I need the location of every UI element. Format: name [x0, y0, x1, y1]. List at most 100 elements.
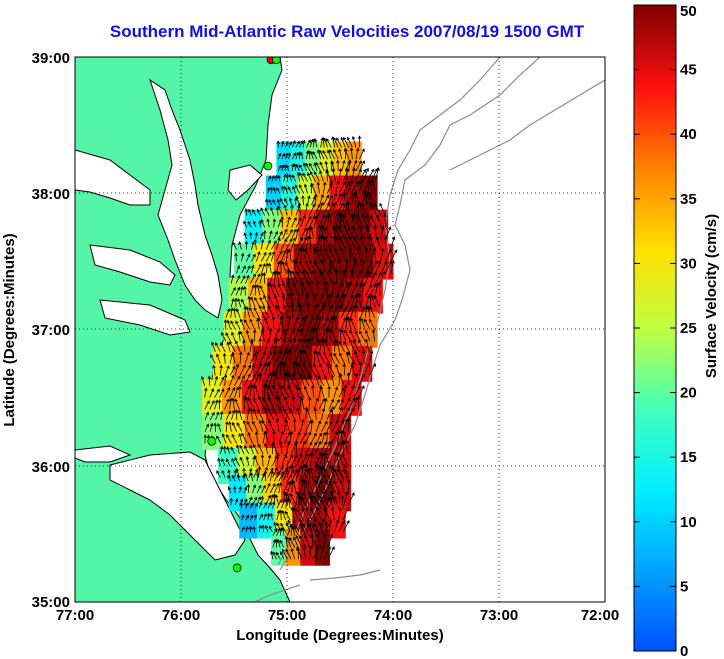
velocity-arrow: [279, 315, 284, 330]
velocity-cell: [338, 311, 359, 348]
velocity-arrow: [305, 419, 312, 432]
velocity-arrow: [353, 372, 359, 386]
velocity-arrow: [274, 174, 278, 182]
velocity-arrow: [307, 316, 315, 330]
velocity-arrow: [355, 282, 363, 296]
velocity-arrow: [313, 397, 319, 410]
velocity-arrow: [323, 351, 330, 364]
velocity-cell: [274, 448, 295, 484]
velocity-arrow: [371, 328, 376, 342]
velocity-arrow: [323, 532, 327, 548]
velocity-arrow: [291, 395, 296, 410]
velocity-arrow: [339, 352, 345, 364]
velocity-arrow: [242, 339, 246, 352]
velocity-arrow: [286, 440, 291, 454]
velocity-arrow: [278, 384, 285, 398]
velocity-arrow: [370, 202, 377, 216]
velocity-arrow: [364, 246, 369, 262]
velocity-arrow: [224, 398, 230, 410]
velocity-arrow: [269, 483, 276, 494]
velocity-arrow: [345, 258, 349, 274]
velocity-arrow: [376, 213, 382, 228]
velocity-arrow: [335, 304, 343, 318]
velocity-arrow: [336, 406, 343, 421]
velocity-arrow: [246, 407, 251, 420]
velocity-arrow: [259, 284, 266, 296]
velocity-arrow: [263, 513, 267, 521]
velocity-arrow: [230, 286, 236, 296]
velocity-arrow: [235, 286, 241, 296]
velocity-arrow: [314, 326, 318, 342]
velocity-arrow: [338, 340, 345, 352]
velocity-arrow: [279, 197, 285, 206]
velocity-arrow: [222, 445, 227, 454]
velocity-arrow: [347, 417, 351, 432]
velocity-arrow: [224, 365, 230, 376]
velocity-arrow: [333, 441, 341, 455]
velocity-arrow: [251, 384, 256, 398]
velocity-arrow: [369, 306, 376, 318]
velocity-arrow: [279, 440, 283, 454]
velocity-arrow: [351, 135, 357, 148]
velocity-arrow: [313, 170, 320, 182]
velocity-arrow: [291, 174, 296, 182]
velocity-arrow: [380, 225, 385, 240]
velocity-arrow: [256, 484, 262, 494]
velocity-arrow: [331, 201, 337, 216]
velocity-arrow: [370, 214, 377, 228]
velocity-arrow: [284, 141, 289, 148]
velocity-arrow: [296, 546, 303, 560]
velocity-arrow: [272, 429, 276, 444]
velocity-arrow: [316, 532, 321, 548]
velocity-arrow: [294, 184, 300, 194]
velocity-arrow: [340, 201, 347, 216]
velocity-arrow: [319, 170, 324, 182]
velocity-arrow: [242, 473, 246, 482]
velocity-arrow: [304, 337, 311, 352]
velocity-arrow: [328, 480, 336, 494]
velocity-arrow: [276, 187, 281, 194]
velocity-arrow: [304, 226, 310, 240]
velocity-arrow: [314, 373, 320, 386]
velocity-cell: [329, 175, 346, 212]
velocity-arrow: [259, 350, 267, 364]
velocity-arrow: [333, 137, 339, 148]
velocity-arrow: [252, 420, 259, 432]
velocity-cell: [298, 475, 317, 512]
velocity-arrow: [313, 407, 318, 420]
velocity-arrow: [249, 363, 255, 376]
velocity-arrow: [261, 419, 269, 432]
velocity-arrow: [267, 361, 272, 376]
velocity-arrow: [342, 191, 347, 206]
velocity-arrow: [252, 329, 257, 342]
velocity-arrow: [244, 318, 251, 330]
velocity-arrow: [306, 408, 312, 421]
velocity-arrow: [228, 421, 232, 432]
velocity-arrow: [276, 198, 281, 206]
velocity-arrow: [323, 194, 329, 206]
velocity-arrow: [249, 318, 255, 330]
velocity-arrow: [328, 518, 332, 533]
velocity-arrow: [262, 305, 270, 318]
velocity-arrow: [297, 292, 301, 308]
y-tick-label: 37:00: [32, 322, 70, 339]
velocity-arrow: [283, 396, 290, 410]
velocity-arrow: [251, 241, 255, 250]
velocity-arrow: [277, 397, 285, 410]
velocity-arrow: [253, 454, 259, 466]
velocity-arrow: [294, 361, 301, 376]
velocity-arrow: [285, 510, 291, 521]
velocity-arrow: [342, 362, 347, 376]
velocity-arrow: [316, 506, 322, 521]
velocity-cell: [241, 379, 263, 416]
velocity-arrow: [358, 201, 364, 216]
velocity-arrow: [327, 496, 335, 509]
velocity-arrow: [304, 259, 312, 274]
velocity-arrow: [272, 186, 277, 194]
velocity-arrow: [295, 453, 303, 466]
velocity-arrow: [224, 386, 231, 398]
velocity-arrow: [274, 337, 279, 352]
velocity-arrow: [279, 539, 285, 548]
velocity-arrow: [292, 373, 300, 386]
